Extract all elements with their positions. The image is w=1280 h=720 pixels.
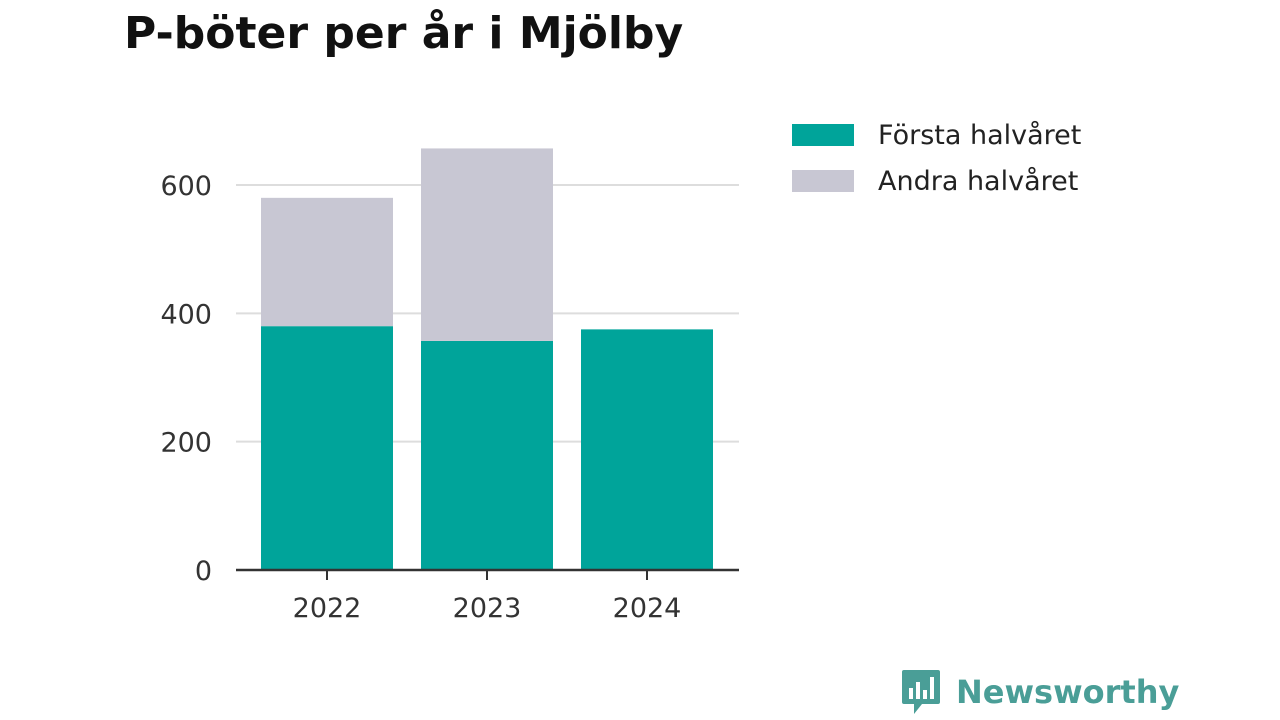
- legend-item-first-half: Första halvåret: [792, 112, 1081, 158]
- bar-2023-series-1: [421, 148, 553, 341]
- legend-swatch-first-half: [792, 124, 854, 146]
- x-tick-label-2023: 2023: [453, 593, 522, 624]
- bar-2023-series-0: [421, 340, 553, 570]
- legend-swatch-second-half: [792, 170, 854, 192]
- bar-2022-series-1: [261, 197, 393, 327]
- x-tick-label-2022: 2022: [293, 593, 362, 624]
- bar-chart-speech-bubble-icon: [902, 670, 940, 714]
- legend-label-second-half: Andra halvåret: [878, 165, 1079, 197]
- y-tick-label-0: 0: [195, 556, 212, 587]
- legend-label-first-half: Första halvåret: [878, 119, 1082, 151]
- bar-2022-series-0: [261, 326, 393, 570]
- y-tick-label-600: 600: [160, 171, 212, 202]
- brand-logo: Newsworthy: [900, 668, 1179, 716]
- legend-item-second-half: Andra halvåret: [792, 158, 1081, 204]
- y-tick-label-400: 400: [160, 299, 212, 330]
- legend: Första halvåret Andra halvåret: [792, 112, 1081, 204]
- x-tick-label-2024: 2024: [613, 593, 682, 624]
- chart-title: P-böter per år i Mjölby: [124, 8, 684, 59]
- bar-2024-series-0: [581, 329, 713, 570]
- y-tick-label-200: 200: [160, 428, 212, 459]
- brand-name: Newsworthy: [956, 673, 1180, 711]
